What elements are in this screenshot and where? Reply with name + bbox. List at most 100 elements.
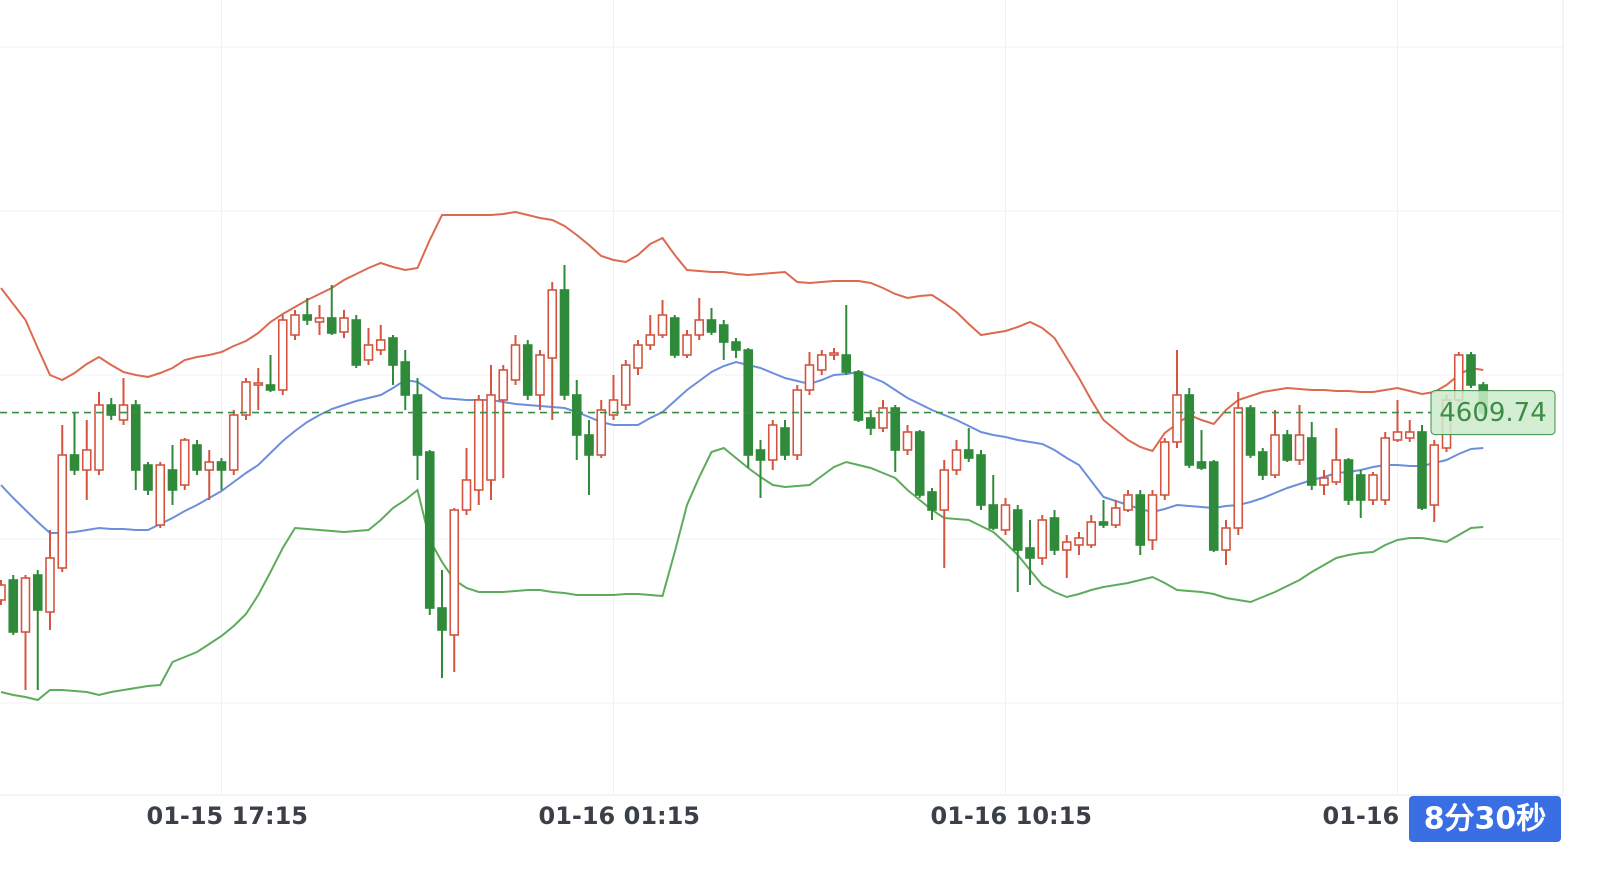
candle-body (1245, 407, 1256, 456)
candle-body (0, 584, 6, 601)
candle-body (498, 369, 509, 401)
candle-body (449, 509, 460, 636)
candle-body (682, 334, 692, 356)
candle-body (1417, 431, 1427, 509)
candle-body (963, 449, 974, 459)
candle-body (130, 404, 141, 471)
candle-body (1098, 521, 1109, 526)
candle-body (584, 434, 594, 456)
candle-body (522, 344, 533, 396)
candle-body (412, 394, 423, 456)
candle-body (829, 352, 839, 356)
candle-body (57, 454, 68, 569)
candle-body (1233, 407, 1244, 529)
candle-body (1012, 509, 1023, 551)
candle-body (559, 289, 570, 396)
candle-body (755, 449, 766, 461)
candle-body (1000, 504, 1011, 531)
candle-body (277, 319, 288, 391)
candle-body (927, 491, 937, 511)
candle-body (1110, 507, 1121, 526)
x-tick-label: 01-16 01:15 (539, 802, 701, 830)
candle-body (902, 431, 913, 451)
candle-body (669, 317, 680, 356)
candle-body (363, 344, 374, 361)
candle-body (816, 354, 827, 371)
candle-body (20, 577, 31, 633)
candle-body (914, 431, 925, 496)
candle-body (45, 557, 55, 613)
candle-body (1282, 434, 1293, 461)
candle-body (1319, 477, 1329, 486)
candle-body (633, 344, 643, 369)
candle-body (437, 607, 447, 631)
candle-body (1049, 517, 1060, 551)
candle-body (976, 454, 986, 506)
candle-body (1392, 431, 1403, 441)
candle-body (204, 461, 215, 471)
candle-body (878, 407, 888, 429)
candle-body (780, 427, 790, 456)
candle-body (510, 344, 521, 381)
candle-body (596, 409, 607, 456)
candle-body (1429, 444, 1440, 506)
candle-body (1184, 394, 1195, 466)
candle-body (400, 361, 411, 396)
candle-body (1343, 459, 1354, 501)
candle-body (106, 404, 117, 416)
candle-body (1368, 474, 1378, 501)
candle-body (792, 389, 803, 456)
candle-body (718, 324, 729, 343)
candle-body (326, 317, 337, 334)
candle-body (1196, 461, 1207, 469)
candle-body (804, 364, 815, 391)
candle-body (339, 317, 349, 333)
candle-body (1147, 494, 1158, 541)
x-tick-label: 01-16 10:15 (931, 802, 1093, 830)
candle-body (951, 449, 962, 471)
candle-body (179, 439, 190, 486)
candle-body (1086, 521, 1097, 546)
candle-body (302, 314, 313, 321)
candle-body (1331, 459, 1342, 483)
candle-body (155, 464, 166, 526)
candle-body (241, 381, 251, 416)
candle-body (571, 394, 582, 436)
x-tick-label: 01-15 17:15 (147, 802, 309, 830)
candle-body (694, 319, 705, 336)
candle-body (1380, 437, 1391, 501)
candle-body (645, 334, 656, 346)
candle-body (743, 349, 754, 456)
candle-body (1257, 451, 1268, 476)
candle-body (1466, 354, 1476, 386)
candle-body (1208, 461, 1219, 551)
band-line (0, 360, 1484, 534)
candle-body (69, 454, 80, 471)
candle-body (265, 384, 276, 391)
candle-body (608, 399, 619, 416)
candle-body (841, 354, 852, 373)
countdown-label: 8分30秒 (1424, 802, 1547, 837)
candle-body (1270, 434, 1280, 476)
candle-body (1294, 434, 1305, 461)
candle-body (143, 464, 153, 491)
candle-body (461, 479, 472, 511)
candle-body (890, 407, 901, 451)
candle-body (192, 444, 202, 471)
candle-body (290, 314, 300, 336)
candle-body (314, 317, 325, 323)
candle-body (1074, 537, 1084, 546)
countdown-badge (1409, 796, 1561, 842)
candle-body (1404, 431, 1415, 439)
x-tick-label: 01-16 1 (1323, 802, 1425, 830)
candle-body (8, 579, 19, 633)
candle-body (535, 354, 545, 396)
candle-body (375, 339, 386, 351)
last-price-box (1430, 390, 1556, 436)
candle-body (865, 417, 876, 429)
plot: 4609.74 01-15 17:15 01-16 01:15 01-16 10:15… (0, 0, 1561, 842)
candle-body (216, 461, 227, 471)
candle-body (657, 314, 668, 336)
candle-body (94, 404, 104, 471)
candle-body (1221, 527, 1231, 551)
